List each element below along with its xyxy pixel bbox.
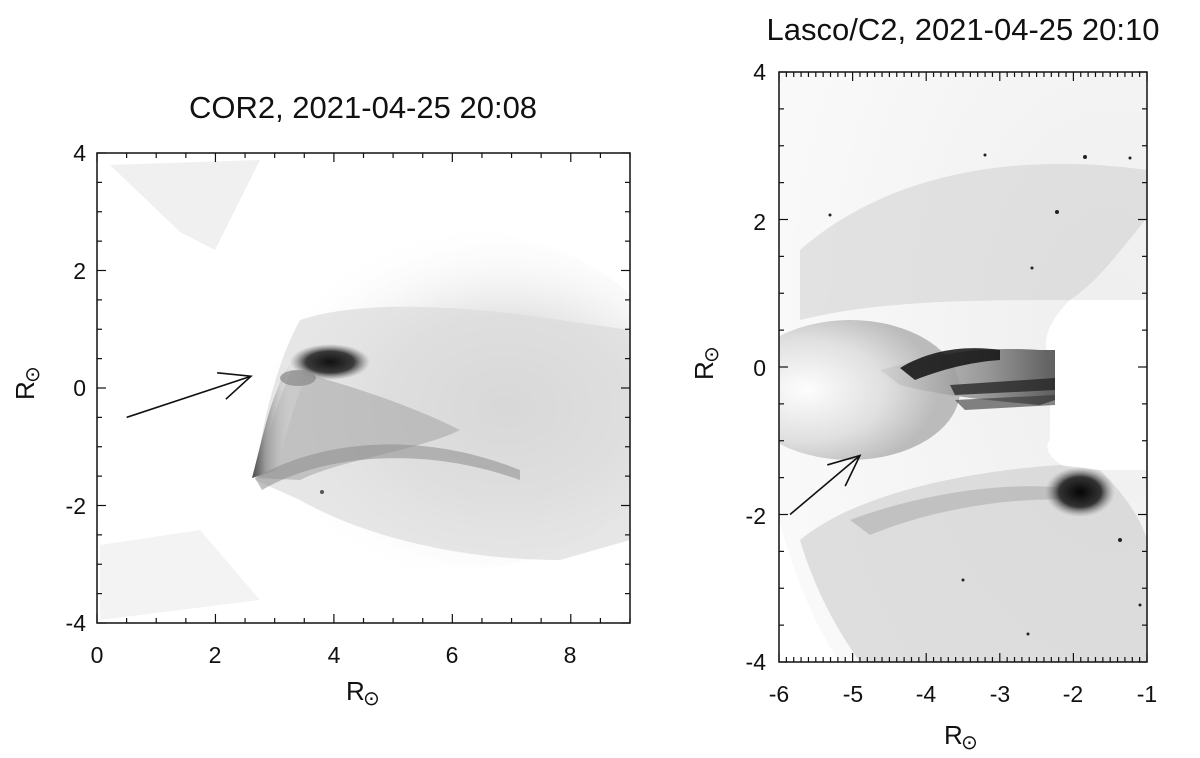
x-tick-labels: -6 -5 -4 -3 -2 -1 <box>769 681 1157 707</box>
x-axis-label: R ⊙ <box>944 720 978 754</box>
x-tick-label: 2 <box>209 642 222 668</box>
x-tick-label: -6 <box>769 681 789 707</box>
arrow-head <box>217 372 253 400</box>
panel-title: Lasco/C2, 2021-04-25 20:10 <box>767 12 1160 47</box>
y-tick-label: 2 <box>73 258 86 284</box>
panel-lasco-c2: Lasco/C2, 2021-04-25 20:10 <box>689 12 1159 754</box>
y-tick-label: -2 <box>746 503 766 529</box>
coronagraph-image <box>779 72 1147 662</box>
arrow-shaft <box>126 375 252 419</box>
x-tick-label: 0 <box>91 642 104 668</box>
y-tick-label: -2 <box>66 493 86 519</box>
axis-ticks <box>778 71 1148 663</box>
panel-title: COR2, 2021-04-25 20:08 <box>189 90 537 125</box>
y-tick-labels: 4 2 0 -2 -4 <box>746 59 767 675</box>
axis-ticks <box>96 152 631 624</box>
x-tick-label: 4 <box>328 642 341 668</box>
sun-symbol: ⊙ <box>961 730 978 754</box>
y-tick-label: 2 <box>753 209 766 235</box>
arrow-head <box>827 454 862 487</box>
x-tick-label: 8 <box>564 642 577 668</box>
x-tick-label: -4 <box>916 681 937 707</box>
y-tick-label: -4 <box>66 610 87 636</box>
arrow-shaft <box>789 454 861 516</box>
y-tick-label: 0 <box>753 355 766 381</box>
y-axis-label: R ⊙ <box>10 366 44 400</box>
x-tick-label: -3 <box>990 681 1010 707</box>
arrow-annotation <box>789 454 862 516</box>
x-tick-labels: 0 2 4 6 8 <box>91 642 577 668</box>
arrow-annotation <box>126 372 253 419</box>
coronagraph-image <box>97 153 630 623</box>
y-tick-labels: 4 2 0 -2 -4 <box>66 140 87 636</box>
x-axis-label: R ⊙ <box>346 676 380 710</box>
y-tick-label: 0 <box>73 375 86 401</box>
sun-symbol: ⊙ <box>20 366 44 383</box>
y-axis-letter: R <box>10 381 40 400</box>
star-speckles <box>828 153 1142 636</box>
sun-symbol: ⊙ <box>699 346 723 363</box>
x-tick-label: 6 <box>446 642 459 668</box>
x-tick-label: -2 <box>1063 681 1083 707</box>
x-axis-letter: R <box>944 720 963 750</box>
sun-symbol: ⊙ <box>363 686 380 710</box>
x-tick-label: -5 <box>843 681 863 707</box>
y-tick-label: -4 <box>746 649 767 675</box>
x-axis-letter: R <box>346 676 365 706</box>
y-tick-label: 4 <box>753 59 766 85</box>
x-tick-label: -1 <box>1137 681 1157 707</box>
panel-cor2: COR2, 2021-04-25 20:08 4 <box>10 90 631 710</box>
y-axis-letter: R <box>689 361 719 380</box>
y-axis-label: R ⊙ <box>689 346 723 380</box>
y-tick-label: 4 <box>73 140 86 166</box>
